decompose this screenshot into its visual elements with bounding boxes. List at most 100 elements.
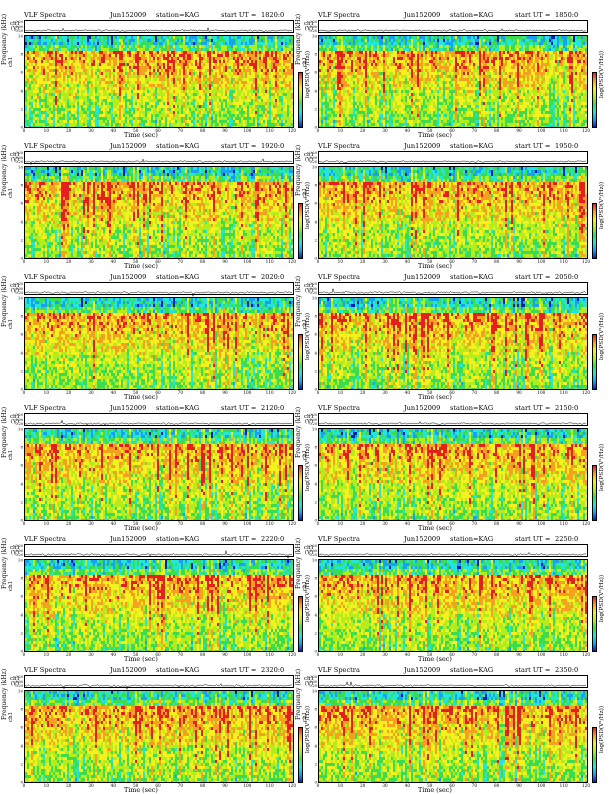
freq-ytick-label: 2 — [20, 106, 23, 111]
trace-ylabel: ch1 (V) — [302, 414, 316, 425]
freq-ytick-label: 4 — [314, 743, 317, 748]
x-tick-label: 30 — [382, 128, 387, 133]
x-tick-label: 60 — [155, 128, 160, 133]
x-tick-label: 40 — [405, 390, 410, 395]
freq-ytick-label: 10 — [312, 34, 317, 39]
colorbar — [592, 596, 597, 652]
x-tick-label: 70 — [178, 783, 183, 788]
freq-yticks: 0 2 4 6 8 10 — [16, 34, 24, 130]
trace-yticks: 0.20 0.00 -0.20 — [308, 282, 318, 295]
spectrogram-panel: VLF Spectra Jun152009 station=KAG start UT … — [1, 403, 311, 532]
panel-date: Jun152009 — [110, 665, 146, 675]
x-tick-label: 60 — [155, 521, 160, 526]
panel-station: station=KAG — [450, 141, 493, 151]
spectrogram-svg — [25, 691, 293, 782]
x-tick-label: 60 — [449, 259, 454, 264]
trace-ylabel: ch1 (V) — [302, 152, 316, 163]
x-tick-label: 10 — [338, 652, 343, 657]
x-tick-label: 0 — [23, 521, 26, 526]
x-ticks: 0 10 20 30 40 50 60 70 80 90 100 110 120 — [317, 783, 590, 789]
waveform-svg — [24, 683, 293, 691]
trace-ytick-label: 0.00 — [15, 156, 23, 160]
x-axis-label: Time (sec) — [124, 393, 158, 401]
freq-ytick-label: 6 — [20, 332, 23, 337]
x-tick-label: 10 — [44, 783, 49, 788]
x-tick-label: 90 — [222, 128, 227, 133]
x-tick-label: 30 — [382, 521, 387, 526]
trace-ytick-label: 0.00 — [309, 25, 317, 29]
x-tick-label: 50 — [133, 783, 138, 788]
x-tick-label: 10 — [44, 521, 49, 526]
trace-ylabel: ch1 (V) — [8, 545, 22, 556]
panel-header: VLF Spectra Jun152009 station=KAG start UT … — [14, 403, 304, 413]
x-tick-label: 40 — [111, 128, 116, 133]
x-tick-label: 70 — [178, 521, 183, 526]
x-tick-label: 100 — [537, 783, 545, 788]
waveform-svg — [24, 158, 293, 166]
freq-ytick-label: 6 — [314, 725, 317, 730]
trace-ytick-label: 0.20 — [15, 413, 23, 417]
freq-ytick-label: 2 — [314, 368, 317, 373]
freq-ytick-label: 10 — [18, 689, 23, 694]
spectrogram-svg — [25, 560, 293, 651]
x-axis-label: Time (sec) — [124, 262, 158, 270]
x-axis-label: Time (sec) — [418, 786, 452, 794]
x-tick-label: 80 — [200, 390, 205, 395]
x-axis-label: Time (sec) — [418, 655, 452, 663]
freq-ytick-label: 4 — [314, 350, 317, 355]
panel-start-label: start UT = — [221, 403, 256, 413]
waveform-line — [24, 550, 293, 560]
x-tick-label: 100 — [537, 652, 545, 657]
waveform-trace — [318, 20, 588, 33]
x-tick-label: 80 — [200, 783, 205, 788]
x-tick-label: 50 — [133, 390, 138, 395]
freq-ytick-label: 0 — [20, 518, 23, 523]
spectrogram-heatmap — [318, 690, 588, 783]
x-tick-label: 90 — [516, 652, 521, 657]
x-tick-label: 120 — [582, 259, 590, 264]
x-tick-label: 80 — [494, 652, 499, 657]
x-tick-label: 30 — [382, 652, 387, 657]
x-tick-label: 110 — [266, 783, 274, 788]
x-tick-label: 10 — [338, 390, 343, 395]
freq-yticks: 0 2 4 6 8 10 — [16, 427, 24, 523]
trace-ylabel: ch1 (V) — [8, 152, 22, 163]
x-ticks: 0 10 20 30 40 50 60 70 80 90 100 110 120 — [23, 390, 296, 396]
panel-date: Jun152009 — [404, 272, 440, 282]
trace-ylabel: ch1 (V) — [8, 414, 22, 425]
trace-ylabel: ch1 (V) — [8, 676, 22, 687]
freq-ylabel-prefix: ch1 — [8, 450, 14, 460]
waveform-line — [24, 291, 293, 298]
waveform-line — [24, 683, 293, 691]
x-tick-label: 0 — [317, 390, 320, 395]
colorbar — [298, 334, 303, 390]
waveform-svg — [24, 550, 293, 560]
x-axis-label: Time (sec) — [124, 786, 158, 794]
x-tick-label: 20 — [360, 652, 365, 657]
panel-date: Jun152009 — [404, 10, 440, 20]
spectrogram-heatmap — [24, 297, 294, 390]
x-tick-label: 0 — [23, 259, 26, 264]
spectrogram-panel: VLF Spectra Jun152009 station=KAG start UT … — [1, 272, 311, 401]
spectrogram-heatmap — [24, 559, 294, 652]
spectrogram-svg — [319, 36, 587, 127]
panel-title: VLF Spectra — [318, 403, 360, 413]
panel-header: VLF Spectra Jun152009 station=KAG start UT … — [308, 403, 598, 413]
x-tick-label: 20 — [66, 521, 71, 526]
trace-ytick-label: -0.20 — [14, 29, 23, 33]
panel-title: VLF Spectra — [24, 10, 66, 20]
trace-ytick-label: 0.00 — [309, 156, 317, 160]
x-tick-label: 70 — [472, 259, 477, 264]
waveform-trace — [24, 544, 294, 560]
x-tick-label: 120 — [582, 128, 590, 133]
x-tick-label: 100 — [243, 652, 251, 657]
x-tick-label: 100 — [243, 521, 251, 526]
freq-ytick-label: 0 — [314, 518, 317, 523]
x-tick-label: 70 — [178, 128, 183, 133]
waveform-trace — [318, 544, 588, 557]
x-tick-label: 30 — [382, 390, 387, 395]
x-tick-label: 40 — [111, 390, 116, 395]
trace-ytick-label: 0.00 — [15, 680, 23, 684]
x-tick-label: 30 — [88, 390, 93, 395]
x-tick-label: 50 — [133, 652, 138, 657]
